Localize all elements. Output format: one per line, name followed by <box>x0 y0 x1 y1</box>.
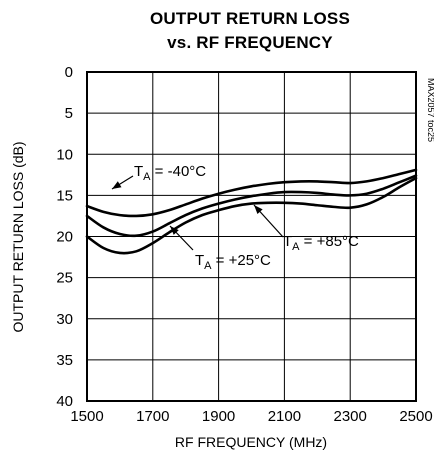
y-tick-label: 20 <box>56 229 73 246</box>
y-tick-label: 10 <box>56 146 73 163</box>
y-tick-label: 40 <box>56 393 73 410</box>
grid <box>87 72 416 401</box>
y-tick-label: 30 <box>56 311 73 328</box>
y-tick-label: 5 <box>65 105 73 122</box>
annot-plus-25c-arrow-icon <box>170 226 179 235</box>
series-line-plus-85c <box>85 176 418 255</box>
annotation-leaders <box>111 175 284 251</box>
annot-plus-85c-label: TA = +85°C <box>283 233 359 253</box>
x-tick-label: 1900 <box>202 408 235 425</box>
annot-plus-85c-arrow-icon <box>254 205 263 215</box>
y-tick-label: 15 <box>56 187 73 204</box>
annot-plus-25c-label: TA = +25°C <box>195 252 271 272</box>
series-line-plus-25c <box>85 174 418 238</box>
y-tick-label: 35 <box>56 352 73 369</box>
x-tick-labels: 1500 1700 1900 2100 2300 2500 <box>70 408 432 425</box>
series-line-minus-40c <box>85 168 418 218</box>
y-tick-label: 25 <box>56 270 73 287</box>
annot-minus-40c-arrow-icon <box>112 181 122 189</box>
x-tick-label: 2300 <box>334 408 367 425</box>
x-tick-label: 2100 <box>268 408 301 425</box>
series-lines <box>85 168 418 255</box>
annot-minus-40c-label: TA = -40°C <box>134 163 206 183</box>
x-axis-label: RF FREQUENCY (MHz) <box>175 434 327 450</box>
chart-title-line-2: vs. RF FREQUENCY <box>167 33 333 52</box>
figure-id-note: MAX2057 toc25 <box>426 78 434 142</box>
plot-frame <box>86 71 417 402</box>
x-tick-label: 2500 <box>399 408 432 425</box>
y-tick-label: 0 <box>65 64 73 81</box>
chart-title-line-1: OUTPUT RETURN LOSS <box>150 9 350 28</box>
y-axis-label: OUTPUT RETURN LOSS (dB) <box>10 141 26 332</box>
y-tick-labels: 0 5 10 15 20 25 30 35 40 <box>56 64 73 410</box>
x-tick-label: 1700 <box>136 408 169 425</box>
x-tick-label: 1500 <box>70 408 103 425</box>
series-annotations: TA = -40°C TA = +25°C TA = +85°C <box>134 163 359 272</box>
